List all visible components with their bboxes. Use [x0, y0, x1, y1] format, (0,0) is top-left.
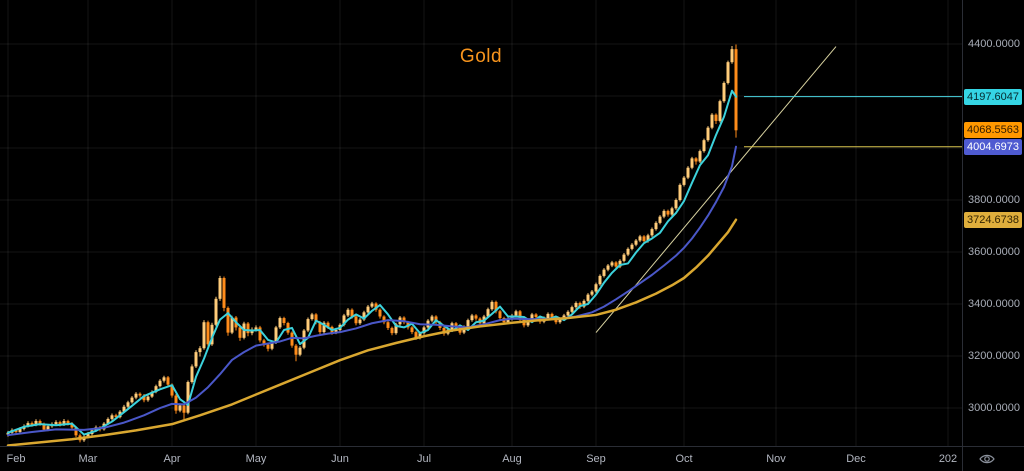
time-axis[interactable]: Feb Mar Apr May Jun Jul Aug Sep Oct Nov Dec 202: [0, 446, 962, 471]
x-axis-label-mar: Mar: [78, 453, 98, 465]
chart-title: Gold: [459, 46, 503, 67]
x-axis-label-oct: Oct: [675, 453, 693, 465]
ma-slow-price-badge: 3724.6738: [964, 211, 1022, 228]
y-axis-label: 4400.0000: [968, 37, 1020, 50]
x-axis-label-jun: Jun: [331, 453, 349, 465]
x-axis-label-dec: Dec: [846, 453, 866, 465]
ma-medium-price-badge: 4004.6973: [964, 138, 1022, 155]
upper-line-price-badge: 4197.6047: [964, 88, 1022, 105]
x-axis-label-sep: Sep: [586, 453, 606, 465]
eye-icon[interactable]: [979, 452, 995, 466]
y-axis-label: 3600.0000: [968, 245, 1020, 258]
x-axis-label-202: 202: [938, 453, 958, 465]
y-axis-label: 3400.0000: [968, 298, 1020, 310]
price-axis[interactable]: 3000.0000 3200.0000 3400.0000 3600.0000 3800…: [962, 0, 1024, 446]
y-axis-label: 3200.0000: [968, 350, 1020, 363]
axis-corner: [962, 446, 1024, 471]
ma-fast-line[interactable]: [7, 89, 737, 436]
y-axis-label: 3800.0000: [968, 193, 1020, 206]
ma-medium-line[interactable]: [7, 145, 737, 437]
x-axis-label-aug: Aug: [502, 453, 522, 465]
chart-area: Gold: [0, 0, 962, 446]
last-price-badge: 4068.5563: [964, 122, 1022, 139]
x-axis-label-apr: Apr: [163, 453, 181, 465]
x-axis-label-nov: Nov: [766, 453, 786, 465]
x-axis-label-may: May: [245, 453, 267, 465]
x-axis-label-feb: Feb: [6, 453, 26, 465]
y-axis-label: 3000.0000: [968, 402, 1020, 415]
ma-slow-line[interactable]: [6, 218, 738, 446]
chart-canvas[interactable]: [0, 0, 962, 446]
x-axis-label-jul: Jul: [416, 453, 432, 465]
candlestick-series: [6, 44, 738, 443]
grid: [0, 0, 962, 446]
